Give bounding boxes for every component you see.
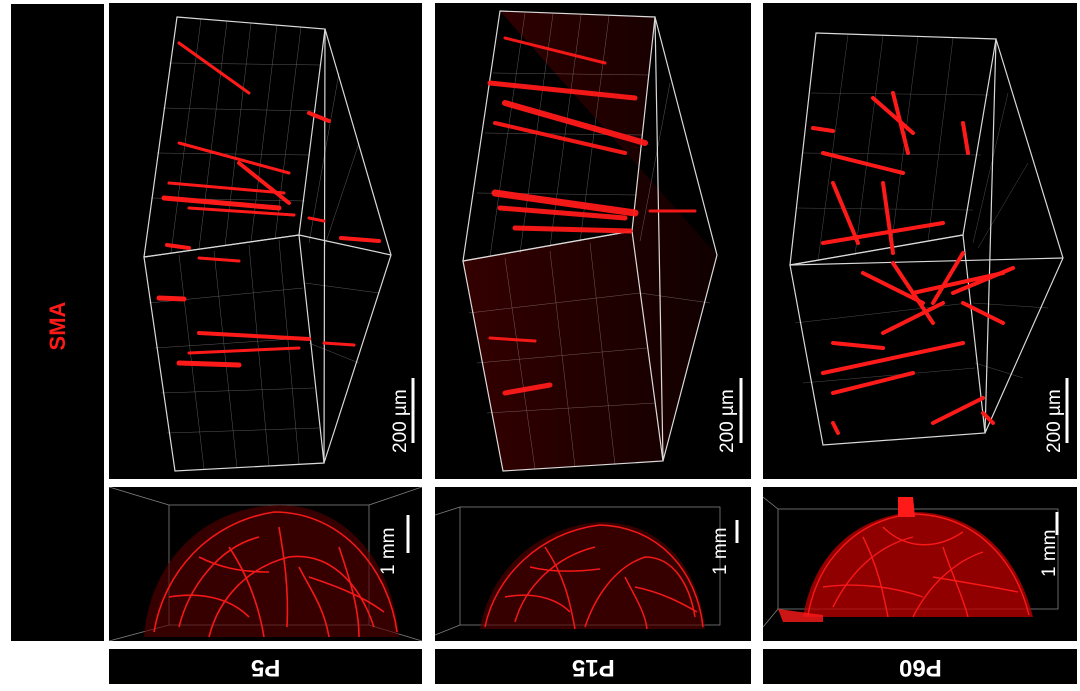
top-panel-p60: 200 µm [763,3,1077,479]
stage-label-p15: P15 [435,649,751,684]
scale-label-top-p60: 200 µm [1044,389,1065,453]
scale-label-bottom-p5: 1 mm [378,527,399,576]
volume-render-p60 [789,32,1069,446]
volume-render-p5 [143,16,415,472]
whole-mount-p60 [763,496,1059,628]
top-panel-p5: 200 µm [109,3,422,479]
whole-mount-p5 [109,487,422,641]
bottom-panel-p5: 1 mm [109,487,422,641]
scale-label-bottom-p15: 1 mm [710,527,731,576]
stage-text: P15 [571,653,615,681]
stage-label-p60: P60 [763,649,1077,684]
stage-text: P5 [250,653,281,681]
row-label-panel: SMA [11,4,104,641]
bottom-panel-p60: 1 mm [763,487,1077,641]
bottom-panel-p15: 1 mm [435,487,751,641]
stage-label-p5: P5 [109,649,422,684]
stage-text: P60 [898,653,942,681]
scale-label-bottom-p60: 1 mm [1039,529,1060,578]
volume-render-p15 [462,10,743,472]
scale-label-top-p15: 200 µm [717,389,738,453]
top-panel-p15: 200 µm [435,3,751,479]
stain-label: SMA [44,301,70,351]
scale-label-top-p5: 200 µm [390,389,411,453]
whole-mount-p15 [435,506,739,636]
